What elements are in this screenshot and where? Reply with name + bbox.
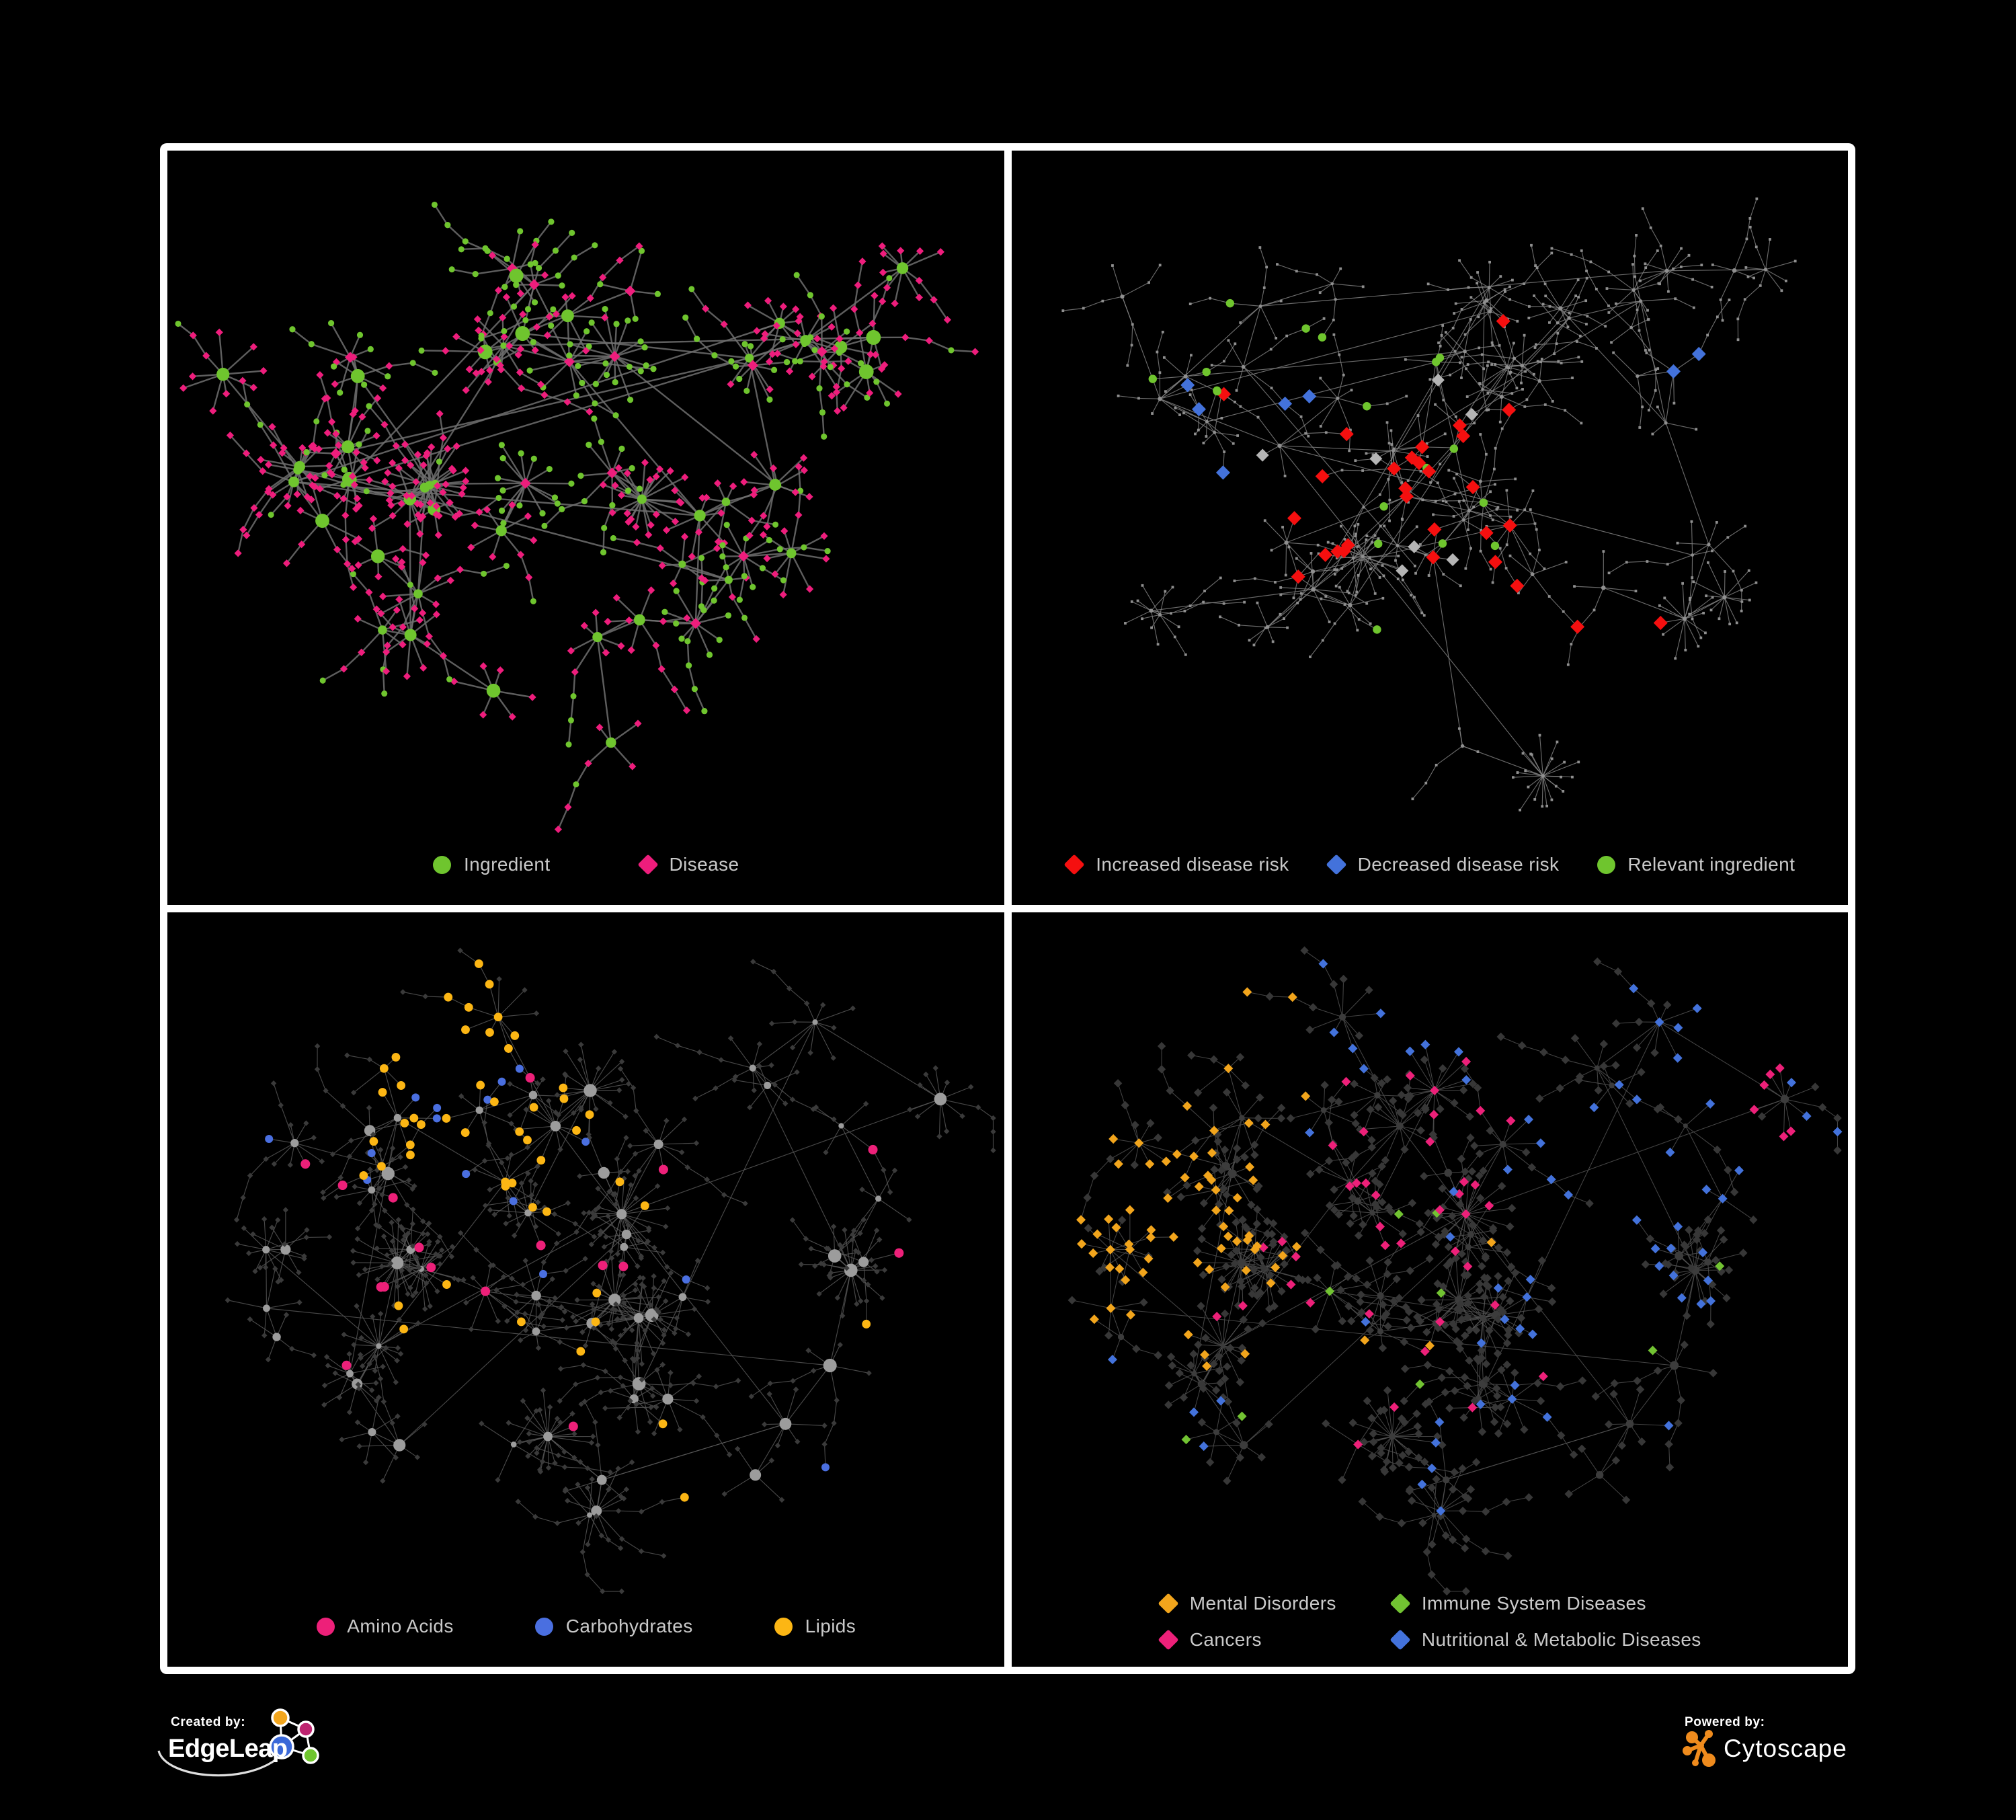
legend-item-nutritional-metabolic-diseases: Nutritional & Metabolic Diseases bbox=[1389, 1629, 1701, 1651]
network-graph-disease-risk bbox=[1061, 197, 1797, 812]
edgeleap-node-orange bbox=[271, 1708, 290, 1727]
edgeleap-logo-nodes bbox=[269, 1708, 319, 1764]
cytoscape-credit: Powered by: Cytoscape bbox=[1675, 1706, 1984, 1814]
diamond-swatch bbox=[1158, 1629, 1179, 1651]
circle-swatch bbox=[534, 1616, 555, 1636]
diamond-swatch-glyph bbox=[1158, 1593, 1179, 1614]
panel-grid: Ingredient Disease Increased disease risk… bbox=[160, 143, 1855, 1674]
diamond-swatch bbox=[1389, 1593, 1411, 1614]
highlight-layer bbox=[265, 959, 904, 1502]
edgeleap-credit: Created by: EdgeLeap bbox=[157, 1706, 538, 1820]
legend-label: Ingredient bbox=[463, 854, 551, 875]
panel-nutrient-classes: Amino Acids Carbohydrates Lipids bbox=[167, 912, 1004, 1667]
legend-row: Increased disease risk Decreased disease … bbox=[1063, 854, 1795, 875]
legend-label: Immune System Diseases bbox=[1421, 1593, 1646, 1614]
circle-swatch bbox=[1596, 855, 1616, 875]
legend-item-amino-acids: Amino Acids bbox=[315, 1616, 453, 1637]
legend-item-lipids: Lipids bbox=[774, 1616, 856, 1637]
edgeleap-node-magenta bbox=[297, 1720, 315, 1738]
circle-swatch bbox=[774, 1616, 794, 1636]
legend-disease-risk: Increased disease risk Decreased disease … bbox=[1012, 854, 1849, 875]
legend-row: Amino Acids Carbohydrates Lipids bbox=[315, 1616, 856, 1637]
legend-item-disease: Disease bbox=[637, 854, 739, 875]
diamond-swatch bbox=[637, 854, 659, 875]
legend-item-increased-disease-risk: Increased disease risk bbox=[1063, 854, 1289, 875]
legend-label: Lipids bbox=[805, 1616, 856, 1636]
cytoscape-icon bbox=[1683, 1730, 1716, 1767]
legend-grid: Mental Disorders Immune System Diseases Ca… bbox=[1158, 1593, 1701, 1651]
node-layer bbox=[175, 201, 979, 834]
panel-disease-classes: Mental Disorders Immune System Diseases Ca… bbox=[1011, 912, 1849, 1667]
circle-swatch-glyph bbox=[535, 1617, 554, 1636]
node-layer bbox=[1061, 197, 1797, 812]
powered-by-label: Powered by: bbox=[1685, 1715, 1765, 1729]
panel-disease-risk: Increased disease risk Decreased disease … bbox=[1011, 151, 1849, 905]
cytoscape-brand-text: Cytoscape bbox=[1724, 1735, 1847, 1762]
edgeleap-brand-text: EdgeLeap bbox=[168, 1735, 288, 1763]
diamond-swatch-glyph bbox=[637, 854, 659, 875]
legend-item-ingredient: Ingredient bbox=[432, 854, 551, 875]
circle-swatch-glyph bbox=[316, 1617, 335, 1636]
diamond-swatch-glyph bbox=[1063, 854, 1085, 875]
edgeleap-node-blue bbox=[269, 1734, 294, 1759]
legend-item-immune-system-diseases: Immune System Diseases bbox=[1389, 1593, 1646, 1614]
node-layer bbox=[225, 947, 996, 1595]
created-by-label: Created by: bbox=[171, 1715, 246, 1729]
legend-label: Nutritional & Metabolic Diseases bbox=[1421, 1629, 1701, 1650]
legend-label: Relevant ingredient bbox=[1627, 854, 1796, 875]
legend-nutrient-classes: Amino Acids Carbohydrates Lipids bbox=[167, 1616, 1004, 1637]
legend-label: Cancers bbox=[1189, 1629, 1262, 1650]
legend-label: Mental Disorders bbox=[1189, 1593, 1336, 1614]
diamond-swatch-glyph bbox=[1389, 1629, 1411, 1651]
edge-layer bbox=[1062, 198, 1796, 811]
network-graph-ingredient-disease bbox=[175, 201, 979, 834]
network-graph-nutrient-classes bbox=[225, 947, 996, 1595]
diamond-swatch bbox=[1158, 1593, 1179, 1614]
network-graph-disease-classes bbox=[1067, 946, 1842, 1596]
legend-label: Amino Acids bbox=[347, 1616, 454, 1636]
diamond-swatch bbox=[1389, 1629, 1411, 1651]
circle-swatch-glyph bbox=[774, 1617, 793, 1636]
edgeleap-logo bbox=[157, 1708, 319, 1777]
circle-swatch-glyph bbox=[433, 855, 452, 874]
circle-swatch bbox=[432, 855, 452, 875]
diamond-swatch bbox=[1063, 854, 1085, 875]
legend-item-decreased-disease-risk: Decreased disease risk bbox=[1326, 854, 1560, 875]
cytoscape-icon-nodes bbox=[1683, 1730, 1716, 1767]
legend-label: Increased disease risk bbox=[1096, 854, 1289, 875]
edgeleap-swoosh bbox=[157, 1750, 278, 1777]
legend-label: Decreased disease risk bbox=[1357, 854, 1560, 875]
highlight-layer bbox=[1148, 299, 1706, 634]
legend-item-relevant-ingredient: Relevant ingredient bbox=[1596, 854, 1795, 875]
legend-item-mental-disorders: Mental Disorders bbox=[1158, 1593, 1336, 1614]
legend-row: Ingredient Disease bbox=[432, 854, 739, 875]
legend-label: Carbohydrates bbox=[565, 1616, 693, 1636]
legend-item-carbohydrates: Carbohydrates bbox=[534, 1616, 693, 1637]
edgeleap-node-green bbox=[302, 1747, 319, 1764]
circle-swatch bbox=[315, 1616, 335, 1636]
diamond-swatch-glyph bbox=[1326, 854, 1347, 875]
diamond-swatch-glyph bbox=[1158, 1629, 1179, 1651]
diamond-swatch-glyph bbox=[1389, 1593, 1411, 1614]
legend-disease-classes: Mental Disorders Immune System Diseases Ca… bbox=[1012, 1593, 1849, 1651]
legend-ingredient-disease: Ingredient Disease bbox=[167, 854, 1004, 875]
node-layer bbox=[1067, 946, 1842, 1596]
edge-layer bbox=[177, 204, 976, 830]
legend-label: Disease bbox=[669, 854, 739, 875]
circle-swatch-glyph bbox=[1597, 855, 1615, 874]
legend-item-cancers: Cancers bbox=[1158, 1629, 1262, 1651]
panel-ingredient-disease: Ingredient Disease bbox=[167, 151, 1004, 905]
diamond-swatch bbox=[1326, 854, 1347, 875]
